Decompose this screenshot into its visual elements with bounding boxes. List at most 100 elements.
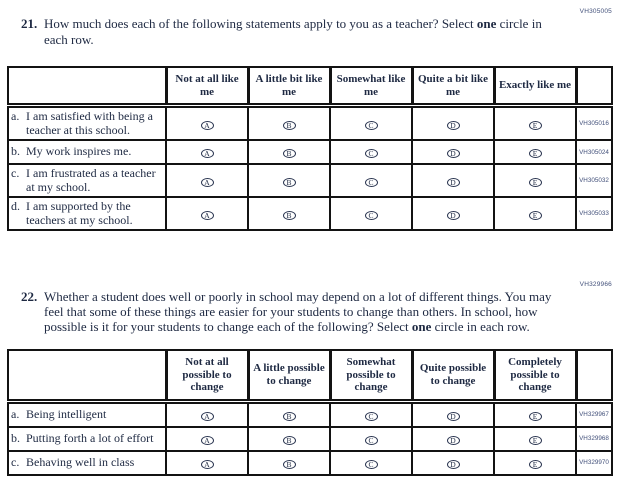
question-22-text-lead: Whether a student does well or poorly in… [44, 289, 552, 334]
question-21-text-bold: one [476, 16, 497, 31]
table-row: c. Behaving well in class A B C D E VH329… [7, 449, 613, 476]
q21-row-d-statement: d. I am supported by the teachers at my s… [7, 196, 167, 231]
response-circle-d[interactable]: D [446, 459, 460, 469]
response-circle-b[interactable]: B [282, 411, 296, 421]
table-row: c. I am frustrated as a teacher at my sch… [7, 163, 613, 198]
row-label: b. [11, 144, 20, 159]
row-text: I am frustrated as a teacher at my schoo… [26, 166, 156, 194]
question-21-form-code: VH305005 [579, 8, 612, 15]
q21-column-header-exactly: Exactly like me [492, 67, 576, 108]
response-circle-b[interactable]: B [282, 459, 296, 469]
q22-column-header-not-at-all: Not at all possible to change [164, 350, 248, 404]
response-circle-d[interactable]: D [446, 149, 460, 159]
response-circle-c[interactable]: C [364, 411, 378, 421]
response-circle-d[interactable]: D [446, 177, 460, 187]
response-circle-c[interactable]: C [364, 435, 378, 445]
response-circle-e[interactable]: E [528, 120, 542, 130]
q22-column-header-completely: Completely possible to change [492, 350, 576, 404]
question-21-number: 21. [21, 16, 38, 31]
q21-statement-column-header [8, 67, 166, 108]
response-circle-e[interactable]: E [528, 177, 542, 187]
response-circle-c[interactable]: C [364, 177, 378, 187]
row-form-code: VH305016 [575, 104, 613, 141]
question-21-text-tail: circle in each row. [44, 16, 542, 47]
question-22-text-tail: circle in each row. [431, 319, 530, 334]
response-circle-b[interactable]: B [282, 210, 296, 220]
response-circle-b[interactable]: B [282, 435, 296, 445]
response-circle-a[interactable]: A [200, 459, 214, 469]
question-22-text-bold: one [411, 319, 432, 334]
question-21: 21. How much does each of the following … [21, 16, 621, 48]
row-label: a. [11, 109, 20, 123]
table-row: d. I am supported by the teachers at my s… [7, 196, 613, 231]
response-circle-c[interactable]: C [364, 149, 378, 159]
question-22-form-code: VH329966 [579, 281, 612, 288]
question-21-text-lead: How much does each of the following stat… [44, 16, 477, 31]
table-row: b. My work inspires me. A B C D E VH30502… [7, 139, 613, 165]
response-circle-b[interactable]: B [282, 120, 296, 130]
row-form-code: VH329967 [575, 400, 613, 428]
table-row: a. Being intelligent A B C D E VH329967 [7, 400, 613, 428]
response-circle-a[interactable]: A [200, 210, 214, 220]
response-circle-c[interactable]: C [364, 210, 378, 220]
q22-column-header-a-little: A little possible to change [246, 350, 330, 404]
q22-row-a-statement: a. Being intelligent [7, 400, 167, 428]
row-text: My work inspires me. [26, 144, 132, 159]
q21-code-column-header [574, 67, 612, 108]
response-circle-a[interactable]: A [200, 435, 214, 445]
row-label: a. [11, 406, 20, 421]
row-text: Behaving well in class [26, 454, 135, 469]
row-text: I am supported by the teachers at my sch… [26, 199, 133, 227]
row-label: b. [11, 430, 20, 445]
response-circle-e[interactable]: E [528, 411, 542, 421]
row-text: Being intelligent [26, 406, 107, 421]
question-21-text: How much does each of the following stat… [44, 16, 549, 48]
row-form-code: VH305032 [575, 163, 613, 198]
q22-row-b-statement: b. Putting forth a lot of effort [7, 425, 167, 452]
q21-row-b-statement: b. My work inspires me. [7, 139, 167, 165]
row-text: I am satisfied with being a teacher at t… [26, 109, 153, 137]
response-circle-c[interactable]: C [364, 120, 378, 130]
response-circle-a[interactable]: A [200, 120, 214, 130]
q22-header-row: Not at all possible to change A little p… [8, 350, 612, 404]
response-circle-a[interactable]: A [200, 177, 214, 187]
q21-column-header-a-little-bit: A little bit like me [246, 67, 330, 108]
response-circle-b[interactable]: B [282, 177, 296, 187]
response-circle-e[interactable]: E [528, 435, 542, 445]
row-form-code: VH329968 [575, 425, 613, 452]
q22-column-header-quite: Quite possible to change [410, 350, 494, 404]
row-form-code: VH305033 [575, 196, 613, 231]
row-label: c. [11, 454, 20, 469]
response-circle-a[interactable]: A [200, 411, 214, 421]
q22-row-c-statement: c. Behaving well in class [7, 449, 167, 476]
row-form-code: VH305024 [575, 139, 613, 165]
response-circle-d[interactable]: D [446, 210, 460, 220]
q22-code-column-header [574, 350, 612, 404]
q21-column-header-not-at-all: Not at all like me [164, 67, 248, 108]
q22-response-table: Not at all possible to change A little p… [7, 349, 613, 476]
q21-row-c-statement: c. I am frustrated as a teacher at my sch… [7, 163, 167, 198]
q21-row-a-statement: a. I am satisfied with being a teacher at… [7, 104, 167, 141]
response-circle-d[interactable]: D [446, 411, 460, 421]
row-label: c. [11, 166, 20, 180]
q21-header-row: Not at all like me A little bit like me … [8, 67, 612, 108]
table-row: b. Putting forth a lot of effort A B C D … [7, 425, 613, 452]
question-22-number: 22. [21, 289, 38, 304]
question-22-text: Whether a student does well or poorly in… [44, 289, 564, 334]
q21-column-header-quite-a-bit: Quite a bit like me [410, 67, 494, 108]
q22-statement-column-header [8, 350, 166, 404]
q21-column-header-somewhat: Somewhat like me [328, 67, 412, 108]
table-row: a. I am satisfied with being a teacher at… [7, 104, 613, 141]
response-circle-e[interactable]: E [528, 459, 542, 469]
response-circle-a[interactable]: A [200, 149, 214, 159]
question-22: 22. Whether a student does well or poorl… [21, 289, 621, 334]
response-circle-d[interactable]: D [446, 120, 460, 130]
response-circle-d[interactable]: D [446, 435, 460, 445]
q22-column-header-somewhat: Somewhat possible to change [328, 350, 412, 404]
response-circle-c[interactable]: C [364, 459, 378, 469]
q21-response-table: Not at all like me A little bit like me … [7, 66, 613, 231]
response-circle-e[interactable]: E [528, 149, 542, 159]
response-circle-b[interactable]: B [282, 149, 296, 159]
response-circle-e[interactable]: E [528, 210, 542, 220]
